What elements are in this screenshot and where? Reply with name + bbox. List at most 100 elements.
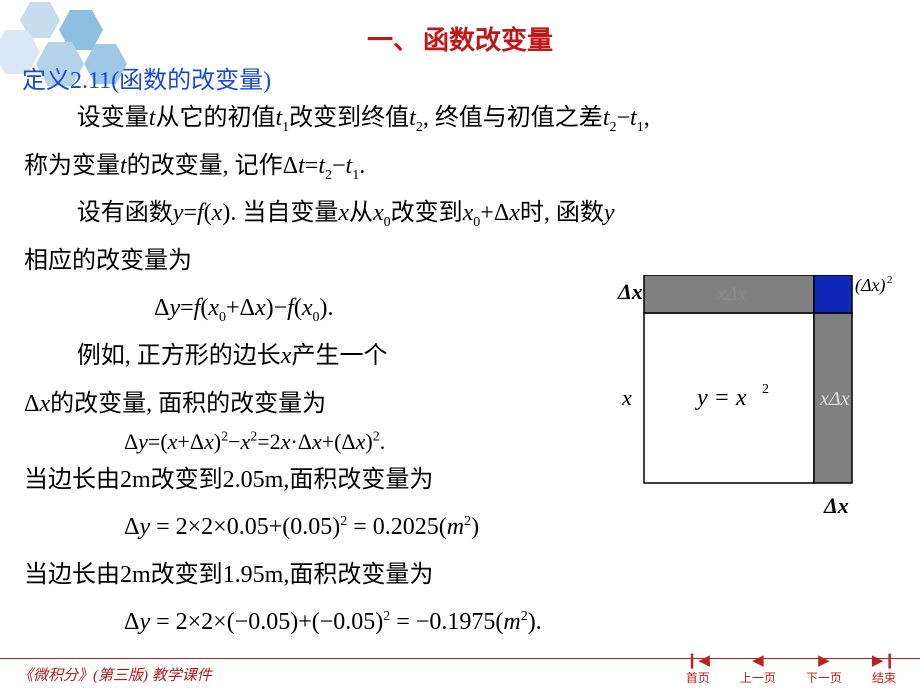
var-x: x bbox=[39, 391, 50, 417]
sup: 2 bbox=[373, 430, 380, 445]
var-t: t bbox=[298, 153, 305, 179]
def-label-suffix: ) bbox=[263, 68, 271, 94]
minus: − bbox=[332, 153, 346, 179]
var-x: x bbox=[241, 429, 251, 454]
lp: ( bbox=[294, 295, 302, 321]
nav-first[interactable]: ❙◀ 首页 bbox=[686, 654, 710, 686]
rp: ) bbox=[214, 429, 221, 454]
footer-bar: 《微积分》(第三版) 教学课件 ❙◀ 首页 ◀ 上一页 ▶ 下一页 ▶❙ 结束 bbox=[0, 658, 920, 690]
delta: Δ bbox=[124, 609, 139, 635]
nav-label: 首页 bbox=[686, 669, 710, 686]
rp: ) bbox=[266, 295, 274, 321]
def-label-text: 函数的改变量 bbox=[119, 68, 263, 94]
svg-text:xΔx: xΔx bbox=[716, 283, 747, 305]
plus: +Δ bbox=[177, 429, 204, 454]
txt: 称为变量 bbox=[24, 153, 120, 179]
first-icon: ❙◀ bbox=[686, 654, 710, 669]
sup: 2 bbox=[521, 609, 528, 624]
var-x: x bbox=[356, 429, 366, 454]
eq: = bbox=[305, 153, 319, 179]
var-x: x bbox=[255, 295, 266, 321]
rp: ) bbox=[365, 429, 372, 454]
eq: = 2×2×0.05+(0.05) bbox=[150, 514, 340, 540]
eq: =( bbox=[148, 429, 168, 454]
txt: 从 bbox=[349, 200, 373, 226]
nav-label: 结束 bbox=[872, 669, 896, 686]
txt: 时, 函数 bbox=[520, 200, 604, 226]
section-title: 一、 函数改变量 bbox=[0, 20, 920, 57]
prev-icon: ◀ bbox=[752, 654, 764, 669]
var-x0: x bbox=[463, 200, 474, 226]
var-t2: t bbox=[409, 105, 416, 131]
txt: 从它的初值 bbox=[155, 105, 275, 131]
sub: 2 bbox=[416, 120, 423, 135]
svg-text:x: x bbox=[621, 385, 632, 410]
txt: 的改变量, 记作Δ bbox=[127, 153, 298, 179]
diagram-svg: Δx xΔx (Δx) 2 x xΔx y = x 2 Δx bbox=[602, 275, 892, 525]
dot: ·Δ bbox=[290, 429, 311, 454]
nav-end[interactable]: ▶❙ 结束 bbox=[872, 654, 896, 686]
var-x0: x bbox=[208, 295, 219, 321]
svg-text:Δx: Δx bbox=[823, 493, 849, 518]
sub: 2 bbox=[325, 167, 332, 182]
sub: 0 bbox=[219, 310, 226, 325]
svg-text:xΔx: xΔx bbox=[819, 388, 850, 410]
para5: 当边长由2m改变到1.95m,面积改变量为 bbox=[24, 553, 894, 599]
txt: 当自变量 bbox=[236, 200, 338, 226]
rp: ). bbox=[222, 200, 236, 226]
minus: − bbox=[274, 295, 288, 321]
txt: 例如, 正方形的边长 bbox=[77, 343, 281, 369]
var-y: y bbox=[169, 295, 180, 321]
formula-area: Δy=(x+Δx)2−x2=2x·Δx+(Δx)2. bbox=[24, 429, 584, 455]
para2-line1: 设有函数y=f(x). 当自变量x从x0改变到x0+Δx时, 函数y bbox=[24, 191, 894, 237]
dot: . bbox=[359, 153, 365, 179]
nav-prev[interactable]: ◀ 上一页 bbox=[740, 654, 776, 686]
sub: 1 bbox=[637, 120, 644, 135]
svg-text:2: 2 bbox=[762, 382, 769, 397]
rp: ) bbox=[471, 514, 479, 540]
eq: = −0.1975( bbox=[390, 609, 503, 635]
svg-text:y = x: y = x bbox=[695, 385, 747, 411]
plus: +(Δ bbox=[322, 429, 356, 454]
eq: = 2×2×(−0.05)+(−0.05) bbox=[150, 609, 383, 635]
eq: = bbox=[183, 200, 197, 226]
txt: 当边长由2m改变到1.95m,面积改变量为 bbox=[24, 562, 433, 588]
delta: Δ bbox=[24, 391, 39, 417]
nav-label: 下一页 bbox=[806, 669, 842, 686]
var-x: x bbox=[338, 200, 349, 226]
var-y: y bbox=[139, 514, 150, 540]
var-t: t bbox=[630, 105, 637, 131]
nav-next[interactable]: ▶ 下一页 bbox=[806, 654, 842, 686]
end-icon: ▶❙ bbox=[872, 654, 896, 669]
var-x: x bbox=[312, 429, 322, 454]
svg-text:2: 2 bbox=[887, 275, 892, 286]
eq: =2 bbox=[257, 429, 280, 454]
footer-left-text: 《微积分》(第三版) 教学课件 bbox=[0, 664, 212, 685]
definition-heading: 定义2.11(函数的改变量) bbox=[22, 60, 271, 95]
square-diagram: Δx xΔx (Δx) 2 x xΔx y = x 2 Δx bbox=[602, 275, 892, 515]
var-y: y bbox=[173, 200, 184, 226]
var-f: f bbox=[197, 200, 204, 226]
var-y: y bbox=[138, 429, 148, 454]
minus: − bbox=[228, 429, 240, 454]
txt: 相应的改变量为 bbox=[24, 248, 192, 274]
svg-text:(Δx): (Δx) bbox=[855, 275, 886, 296]
delta: Δ bbox=[124, 429, 138, 454]
eq: = 0.2025( bbox=[347, 514, 447, 540]
txt: 产生一个 bbox=[291, 343, 387, 369]
var-x: x bbox=[168, 429, 178, 454]
dot: . bbox=[380, 429, 386, 454]
comma: , bbox=[644, 105, 650, 131]
sub: 0 bbox=[384, 215, 391, 230]
dot: . bbox=[327, 295, 333, 321]
formula-numeric2: Δy = 2×2×(−0.05)+(−0.05)2 = −0.1975(m2). bbox=[24, 600, 894, 646]
para1-line2: 称为变量t的改变量, 记作Δt=t2−t1. bbox=[24, 144, 894, 190]
txt: 改变到终值 bbox=[289, 105, 409, 131]
plus: +Δ bbox=[226, 295, 255, 321]
var-x0: x bbox=[302, 295, 313, 321]
para3-line2: Δx的改变量, 面积的改变量为 bbox=[24, 382, 554, 428]
txt: 改变到 bbox=[391, 200, 463, 226]
svg-text:Δx: Δx bbox=[617, 279, 643, 304]
var-m: m bbox=[503, 609, 520, 635]
var-f: f bbox=[287, 295, 294, 321]
